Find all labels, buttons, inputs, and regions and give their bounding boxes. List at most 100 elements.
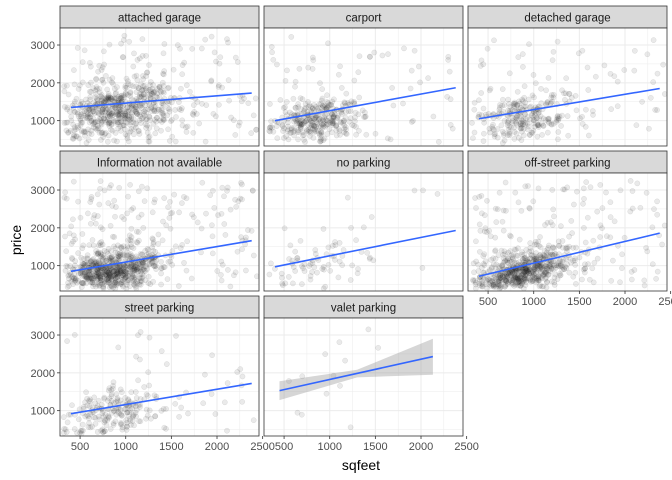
data-point — [77, 122, 84, 129]
data-point — [160, 218, 166, 225]
data-point — [117, 106, 124, 113]
data-point — [114, 269, 121, 276]
data-point — [86, 130, 92, 137]
data-point — [298, 121, 305, 128]
data-point — [170, 66, 177, 73]
data-point — [100, 413, 107, 420]
data-point — [543, 262, 549, 269]
data-point — [93, 260, 100, 267]
data-point — [90, 85, 97, 91]
data-point — [545, 271, 552, 278]
data-point — [298, 106, 304, 112]
x-tick-label: 1000 — [317, 441, 341, 453]
data-point — [99, 129, 106, 136]
data-point — [488, 283, 495, 289]
data-point — [554, 113, 561, 119]
data-point — [482, 258, 489, 265]
data-point — [65, 129, 72, 136]
data-point — [544, 279, 550, 286]
data-point — [445, 53, 452, 60]
data-point — [324, 131, 331, 137]
data-point — [301, 261, 308, 268]
data-point — [129, 253, 135, 259]
data-point — [120, 112, 126, 119]
data-point — [88, 111, 94, 118]
data-point — [291, 127, 298, 134]
data-point — [533, 273, 540, 280]
data-point — [99, 118, 105, 125]
data-point — [219, 261, 226, 268]
data-point — [127, 250, 134, 257]
data-point — [181, 59, 188, 66]
data-point — [105, 274, 112, 281]
data-point — [119, 279, 125, 285]
data-point — [445, 57, 452, 63]
data-point — [132, 403, 139, 410]
data-point — [105, 120, 112, 127]
data-point — [570, 257, 577, 264]
data-point — [122, 268, 128, 275]
data-point — [518, 278, 524, 284]
x-tick-label: 2500 — [454, 441, 478, 453]
data-point — [359, 107, 366, 114]
data-point — [105, 275, 112, 282]
data-point — [144, 69, 151, 76]
data-point — [118, 267, 125, 273]
data-point — [356, 127, 362, 134]
data-point — [529, 130, 536, 136]
data-point — [499, 274, 506, 280]
data-point — [95, 270, 102, 276]
data-point — [122, 274, 129, 281]
data-point — [155, 240, 162, 247]
data-point — [522, 99, 528, 106]
data-point — [83, 96, 89, 103]
data-point — [611, 73, 618, 80]
data-point — [532, 256, 538, 262]
data-point — [298, 124, 304, 130]
data-point — [115, 344, 122, 351]
data-point — [133, 104, 140, 111]
data-point — [521, 276, 528, 283]
data-point — [84, 275, 90, 282]
data-point — [177, 245, 184, 251]
data-point — [102, 273, 109, 279]
data-point — [139, 36, 146, 42]
data-point — [299, 281, 305, 287]
data-point — [111, 272, 118, 279]
data-point — [306, 128, 312, 135]
data-point — [519, 96, 526, 103]
data-point — [137, 281, 144, 288]
data-point — [492, 234, 499, 241]
data-point — [542, 263, 549, 269]
data-point — [590, 112, 596, 118]
data-point — [488, 256, 494, 263]
data-point — [485, 276, 492, 283]
data-point — [108, 121, 115, 127]
data-point — [104, 248, 110, 255]
data-point — [507, 272, 514, 278]
data-point — [150, 241, 157, 247]
data-point — [93, 272, 100, 278]
data-point — [114, 268, 120, 274]
data-point — [141, 384, 148, 390]
data-point — [530, 72, 537, 78]
data-point — [152, 103, 159, 110]
data-point — [114, 264, 120, 271]
data-point — [74, 109, 81, 116]
data-point — [489, 282, 496, 288]
data-point — [503, 207, 509, 214]
data-point — [499, 272, 505, 279]
y-tick-label: 1000 — [31, 116, 55, 128]
data-point — [307, 133, 313, 139]
data-point — [530, 268, 537, 275]
data-point — [533, 115, 540, 122]
data-point — [100, 284, 107, 290]
data-point — [138, 211, 145, 218]
data-point — [84, 402, 91, 409]
data-point — [304, 117, 311, 123]
data-point — [130, 281, 137, 287]
data-point — [545, 245, 552, 251]
data-point — [140, 272, 147, 279]
data-point — [505, 260, 512, 266]
data-point — [106, 117, 113, 124]
